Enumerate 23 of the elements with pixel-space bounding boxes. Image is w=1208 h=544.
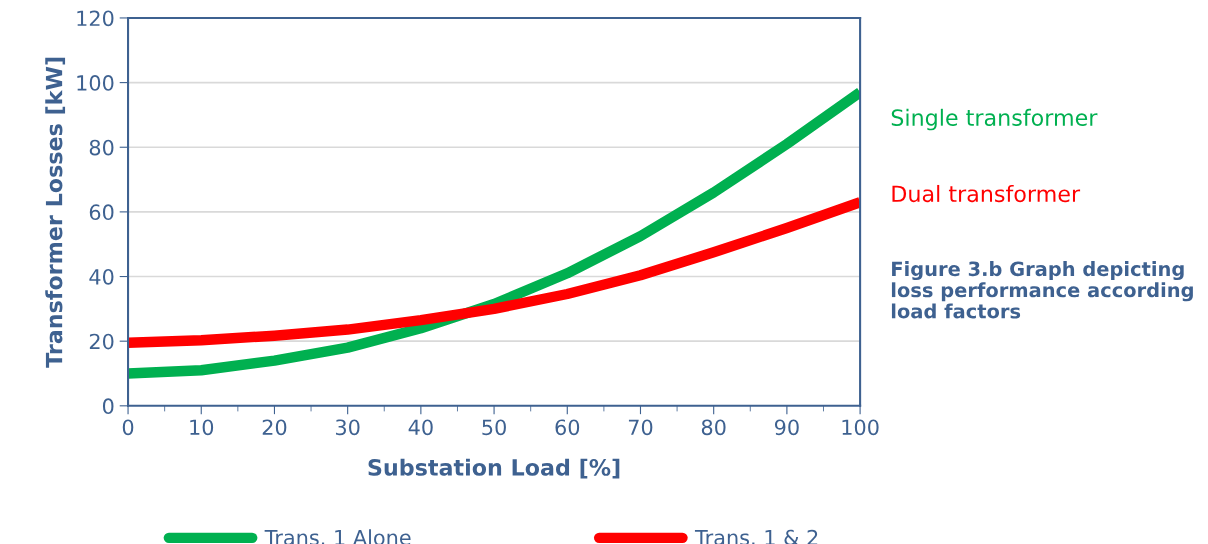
y-tick-label: 60 [89, 204, 114, 221]
x-tick-label: 30 [336, 419, 360, 436]
x-tick-label: 60 [555, 419, 580, 436]
y-tick-label: 80 [89, 139, 114, 156]
x-axis-title: Substation Load [%] [368, 458, 620, 479]
text: Dual transformer [892, 184, 1081, 203]
y-tick-label: 20 [89, 333, 114, 350]
x-tick-label: 50 [482, 419, 506, 436]
x-tick-label: 20 [262, 419, 287, 436]
x-tick-label: 70 [628, 419, 653, 436]
x-tick-label: 100 [842, 419, 879, 436]
y-tick-label: 40 [89, 268, 114, 285]
y-tick-label: 0 [102, 398, 114, 415]
y-axis-title: Transformer Losses [kW] [45, 57, 66, 368]
y-tick-label: 100 [77, 75, 114, 91]
y-tick-label: 120 [77, 10, 114, 27]
x-tick-label: 90 [774, 419, 799, 436]
x-tick-label: 10 [190, 419, 214, 436]
x-tick-label: 0 [122, 419, 134, 436]
x-tick-label: 40 [408, 419, 433, 436]
text: Single transformer [891, 108, 1098, 131]
caption: Figure 3.b Graph depicting loss performance according load factors [891, 261, 1193, 319]
x-tick-label: 80 [701, 419, 726, 436]
